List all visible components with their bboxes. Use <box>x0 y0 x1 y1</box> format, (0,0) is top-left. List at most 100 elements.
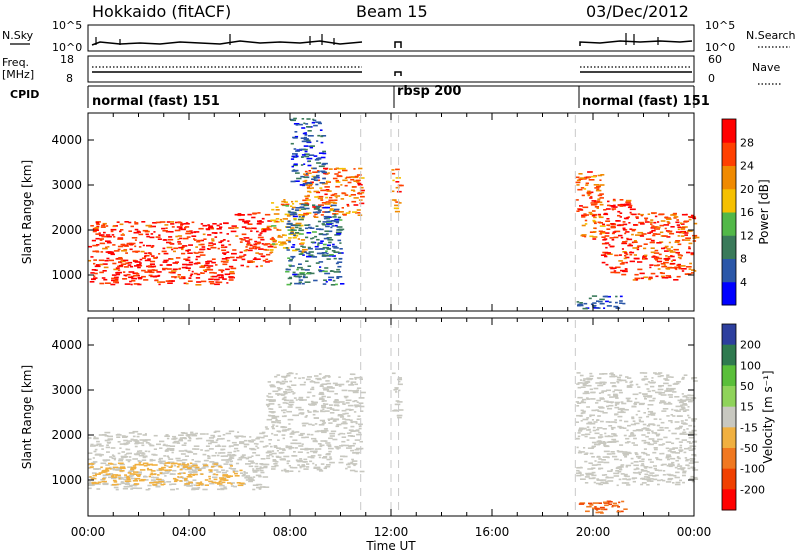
heat-cell-0 <box>99 239 103 241</box>
heat-cell-0 <box>118 257 123 259</box>
heat-cell-0 <box>157 281 161 283</box>
heat-cell-0 <box>144 230 149 233</box>
heat-cell-3 <box>579 374 584 377</box>
heat-cell-0 <box>143 475 147 478</box>
heat-cell-8 <box>620 236 624 239</box>
heat-cell-1 <box>307 456 313 458</box>
heat-cell-2 <box>269 238 275 240</box>
heat-cell-1 <box>264 243 271 245</box>
heat-cell-0 <box>209 282 215 285</box>
heat-cell-0 <box>144 255 147 258</box>
heat-cell-3 <box>666 415 670 417</box>
heat-cell-1 <box>282 411 286 414</box>
heat-cell-3 <box>610 451 615 453</box>
heat-cell-1 <box>345 444 350 447</box>
heat-cell-1 <box>346 447 352 449</box>
heat-cell-0 <box>259 463 264 465</box>
heat-cell-9 <box>647 232 652 234</box>
heat-cell-4 <box>319 248 324 250</box>
heat-cell-5 <box>322 177 326 180</box>
heat-cell-3 <box>616 484 619 487</box>
heat-cell-4 <box>289 282 293 285</box>
heat-cell-0 <box>88 245 92 248</box>
heat-cell-0 <box>172 469 177 472</box>
heat-cell-10 <box>596 300 600 302</box>
heat-cell-3 <box>655 457 659 459</box>
heat-cell-0 <box>262 476 269 478</box>
heat-cell-1 <box>271 427 275 430</box>
heat-cell-0 <box>232 249 237 251</box>
y-tick-label: 4000 <box>51 338 82 352</box>
heat-cell-0 <box>229 272 235 275</box>
heat-cell-4 <box>321 252 327 254</box>
heat-cell-0 <box>159 447 163 449</box>
heat-cell-1 <box>339 445 344 447</box>
heat-cell-8 <box>612 198 616 201</box>
heat-cell-0 <box>111 457 117 460</box>
colorbar-segment <box>722 235 736 259</box>
heat-cell-3 <box>319 187 323 189</box>
heat-cell-8 <box>622 251 627 253</box>
heat-cell-4 <box>327 239 334 241</box>
heat-cell-9 <box>660 275 665 278</box>
heat-cell-5 <box>213 463 219 465</box>
heat-cell-1 <box>266 395 269 397</box>
heat-cell-5 <box>293 117 297 120</box>
heat-cell-1 <box>347 435 353 437</box>
heat-cell-5 <box>303 163 306 165</box>
heat-cell-4 <box>599 506 605 509</box>
heat-cell-1 <box>342 421 347 423</box>
heat-cell-0 <box>94 444 99 447</box>
heat-cell-0 <box>90 256 94 258</box>
colorbar-tick: -100 <box>740 463 765 476</box>
heat-cell-1 <box>242 220 248 223</box>
heat-cell-5 <box>183 472 186 474</box>
heat-cell-1 <box>333 404 339 407</box>
heat-cell-5 <box>149 473 153 476</box>
heat-cell-5 <box>119 466 126 468</box>
heat-cell-0 <box>215 445 221 447</box>
heat-cell-0 <box>113 463 117 466</box>
heat-cell-0 <box>110 253 115 256</box>
heat-cell-4 <box>612 502 617 505</box>
heat-cell-0 <box>197 261 201 264</box>
heat-cell-9 <box>666 218 672 220</box>
heat-cell-2 <box>293 217 297 220</box>
heat-cell-0 <box>176 442 181 444</box>
heat-cell-4 <box>600 512 604 514</box>
heat-cell-0 <box>95 221 100 224</box>
heat-cell-1 <box>324 440 328 442</box>
heat-cell-1 <box>319 391 324 394</box>
heat-cell-1 <box>303 468 309 470</box>
heat-cell-0 <box>104 439 108 442</box>
heat-cell-7 <box>583 188 587 190</box>
heat-cell-3 <box>618 426 624 429</box>
heat-cell-1 <box>346 463 351 466</box>
heat-cell-4 <box>334 224 338 227</box>
heat-cell-5 <box>211 465 215 468</box>
x-tick-label: 12:00 <box>374 525 409 539</box>
heat-cell-1 <box>340 422 347 425</box>
heat-cell-0 <box>133 283 140 285</box>
heat-cell-9 <box>684 239 691 241</box>
heat-cell-3 <box>576 446 579 449</box>
heat-cell-0 <box>237 458 243 461</box>
heat-cell-8 <box>611 206 614 208</box>
heat-cell-3 <box>320 189 327 192</box>
heat-cell-8 <box>611 232 615 235</box>
heat-cell-0 <box>179 237 183 240</box>
heat-cell-4 <box>578 503 585 505</box>
heat-cell-8 <box>614 254 619 257</box>
heat-cell-3 <box>681 376 685 379</box>
heat-cell-9 <box>677 243 682 246</box>
heat-cell-3 <box>641 482 647 484</box>
heat-cell-0 <box>137 283 142 286</box>
heat-cell-0 <box>170 223 175 225</box>
heat-cell-1 <box>330 417 334 420</box>
heat-cell-0 <box>132 272 139 275</box>
heat-cell-3 <box>662 443 666 445</box>
heat-cell-0 <box>221 437 225 440</box>
heat-cell-5 <box>196 484 200 487</box>
heat-cell-0 <box>113 281 119 283</box>
heat-cell-0 <box>233 454 237 457</box>
